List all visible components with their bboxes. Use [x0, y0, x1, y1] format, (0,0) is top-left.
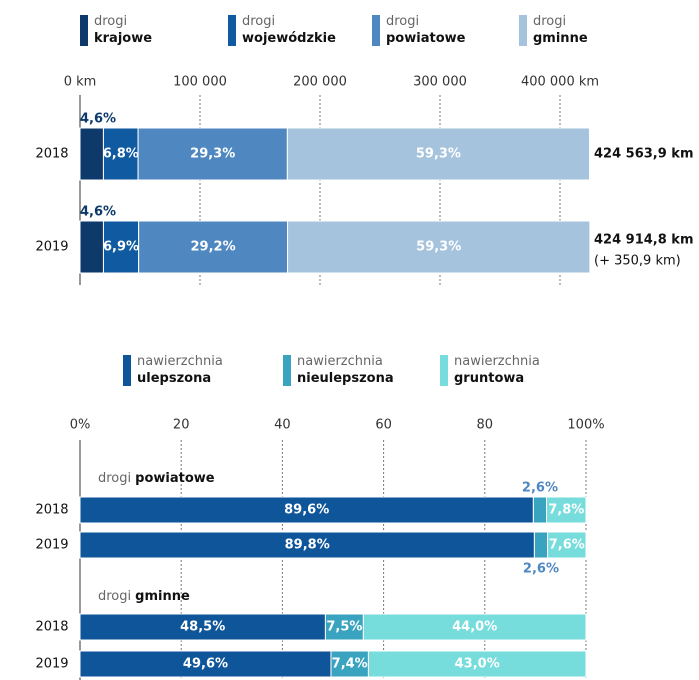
- legend-swatch: [123, 355, 131, 386]
- light-part: drogi: [98, 589, 131, 604]
- bar-segment: [287, 220, 591, 274]
- legend-label: drogi powiatowe: [386, 14, 466, 46]
- x-tick-label: 300 000: [413, 75, 467, 90]
- value-label: 29,3%: [190, 147, 235, 162]
- value-label: 89,8%: [285, 538, 330, 553]
- bar-segment: [547, 531, 587, 559]
- value-label: 7,4%: [332, 657, 368, 672]
- bar-segment: [137, 127, 288, 181]
- value-label: 4,6%: [80, 112, 116, 127]
- legend-swatch: [283, 355, 291, 386]
- value-label: 44,0%: [452, 620, 497, 635]
- y-tick-label: 2019: [35, 538, 68, 553]
- value-label: 43,0%: [455, 657, 500, 672]
- bold-part: wojewódzkie: [242, 31, 336, 46]
- legend-label: nawierzchnia ulepszona: [137, 354, 223, 386]
- bar-segment: [286, 127, 590, 181]
- bar-segment: [79, 531, 535, 559]
- x-tick-label: 0%: [70, 418, 91, 433]
- x-tick-label: 100%: [567, 418, 604, 433]
- bold-part: gruntowa: [454, 371, 524, 386]
- legend-swatch: [519, 15, 527, 46]
- bold-part: powiatowe: [386, 31, 466, 46]
- legend-swatch: [80, 15, 88, 46]
- x-tick-label: 100 000: [173, 75, 227, 90]
- bold-part: krajowe: [94, 31, 152, 46]
- x-tick-label: 80: [477, 418, 494, 433]
- x-tick-label: 60: [375, 418, 392, 433]
- value-label: 7,8%: [548, 503, 584, 518]
- light-part: nawierzchnia: [454, 354, 540, 369]
- bold-part: powiatowe: [135, 471, 215, 486]
- bold-part: gminne: [533, 31, 588, 46]
- value-label: 29,2%: [191, 240, 236, 255]
- light-part: nawierzchnia: [137, 354, 223, 369]
- legend-label: drogi wojewódzkie: [242, 14, 336, 46]
- legend-label: drogi gminne: [533, 14, 588, 46]
- legend-swatch: [440, 355, 448, 386]
- value-label: 7,5%: [326, 620, 362, 635]
- value-label: 2,6%: [523, 562, 559, 577]
- light-part: nawierzchnia: [297, 354, 383, 369]
- bar-segment: [367, 650, 587, 678]
- value-label: 49,6%: [183, 657, 228, 672]
- bold-part: nieulepszona: [297, 371, 394, 386]
- value-label: 48,5%: [180, 620, 225, 635]
- legend-swatch: [372, 15, 380, 46]
- x-tick-label: 20: [173, 418, 190, 433]
- value-label: 6,8%: [103, 147, 139, 162]
- legend-label: nawierzchnia nieulepszona: [297, 354, 394, 386]
- group-label: drogi gminne: [98, 589, 190, 604]
- x-tick-label: 40: [274, 418, 291, 433]
- bar-segment: [79, 127, 104, 181]
- bold-part: gminne: [135, 589, 190, 604]
- bar-segment: [79, 220, 104, 274]
- value-label: 89,6%: [284, 503, 329, 518]
- y-tick-label: 2018: [35, 147, 68, 162]
- value-label: 7,6%: [549, 538, 585, 553]
- bold-part: ulepszona: [137, 371, 211, 386]
- bar-segment: [79, 650, 332, 678]
- light-part: drogi: [242, 14, 275, 29]
- value-label: 2,6%: [522, 481, 558, 496]
- bar-segment: [533, 531, 549, 559]
- value-label: 6,9%: [103, 240, 139, 255]
- y-tick-label: 2018: [35, 503, 68, 518]
- bar-segment: [546, 496, 587, 524]
- light-part: drogi: [94, 14, 127, 29]
- total-label: 424 563,9 km: [594, 147, 694, 162]
- value-label: 4,6%: [80, 205, 116, 220]
- x-tick-label: 0 km: [64, 75, 97, 90]
- legend-label: drogi krajowe: [94, 14, 152, 46]
- legend-swatch: [228, 15, 236, 46]
- total-label: 424 914,8 km: [594, 233, 694, 248]
- legend-label: nawierzchnia gruntowa: [454, 354, 540, 386]
- bar-segment: [532, 496, 548, 524]
- value-label: 59,3%: [416, 147, 461, 162]
- total-note: (+ 350,9 km): [594, 254, 681, 269]
- bar-segment: [362, 613, 587, 641]
- y-tick-label: 2019: [35, 240, 68, 255]
- light-part: drogi: [533, 14, 566, 29]
- value-label: 59,3%: [416, 240, 461, 255]
- group-label: drogi powiatowe: [98, 471, 215, 486]
- bar-segment: [79, 613, 326, 641]
- y-tick-label: 2019: [35, 657, 68, 672]
- light-part: drogi: [386, 14, 419, 29]
- light-part: drogi: [98, 471, 131, 486]
- y-tick-label: 2018: [35, 620, 68, 635]
- x-tick-label: 400 000 km: [521, 75, 599, 90]
- x-tick-label: 200 000: [293, 75, 347, 90]
